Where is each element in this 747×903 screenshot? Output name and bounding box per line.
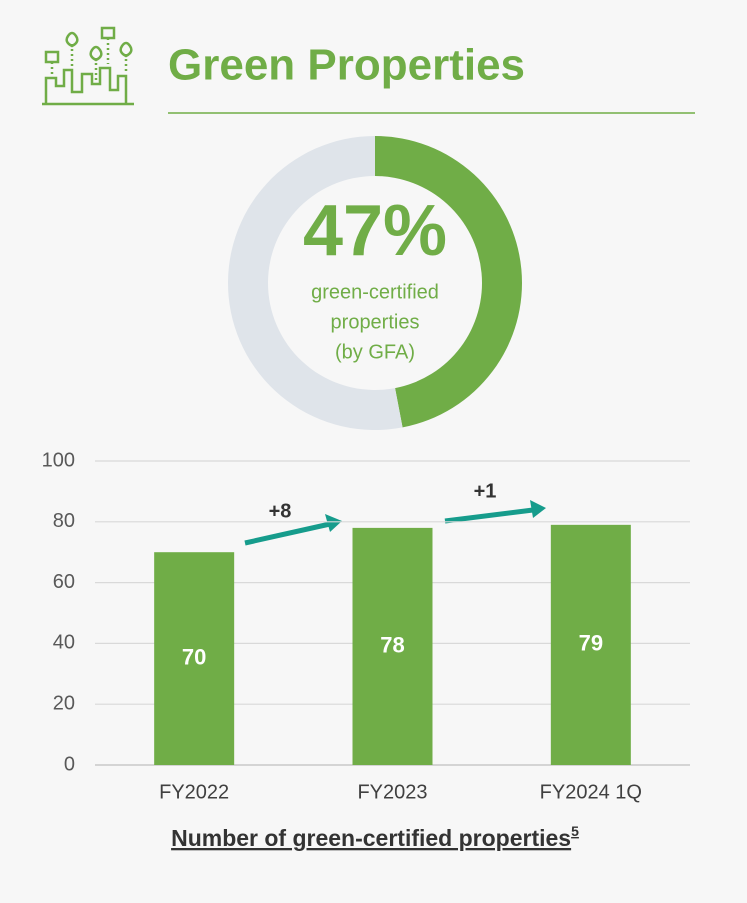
chart-title: Number of green-certified properties5 [171,823,579,851]
donut-caption: properties [331,311,420,333]
annotation: +8 [269,500,292,522]
x-tick-label: FY2024 1Q [540,781,642,803]
donut-value-label: 47% [303,191,447,271]
y-tick-label: 0 [64,753,75,775]
bar [352,527,433,765]
footnote-marker: 5 [571,823,579,839]
arrow-head [530,500,546,518]
bar-value-label: 78 [380,632,404,657]
donut-caption: green-certified [311,281,439,303]
donut-caption: (by GFA) [335,341,415,363]
y-tick-label: 40 [53,632,75,654]
y-tick-label: 80 [53,510,75,532]
arrow [444,507,534,524]
y-tick-label: 60 [53,571,75,593]
donut-segment [228,136,403,430]
bar [154,552,235,765]
annotation: +1 [474,480,497,502]
arrow [244,521,331,546]
header-icon [42,26,134,106]
page-title: Green Properties [168,41,525,90]
chart-title-text: Number of green-certified properties [171,825,571,851]
y-tick-label: 20 [53,692,75,714]
x-tick-label: FY2022 [159,781,229,803]
donut-segment [375,136,523,428]
y-tick-label: 100 [42,449,75,471]
bar [550,524,631,765]
x-tick-label: FY2023 [357,781,427,803]
bar-value-label: 70 [182,644,206,669]
bar-value-label: 79 [579,631,603,656]
arrow-head [325,514,342,532]
